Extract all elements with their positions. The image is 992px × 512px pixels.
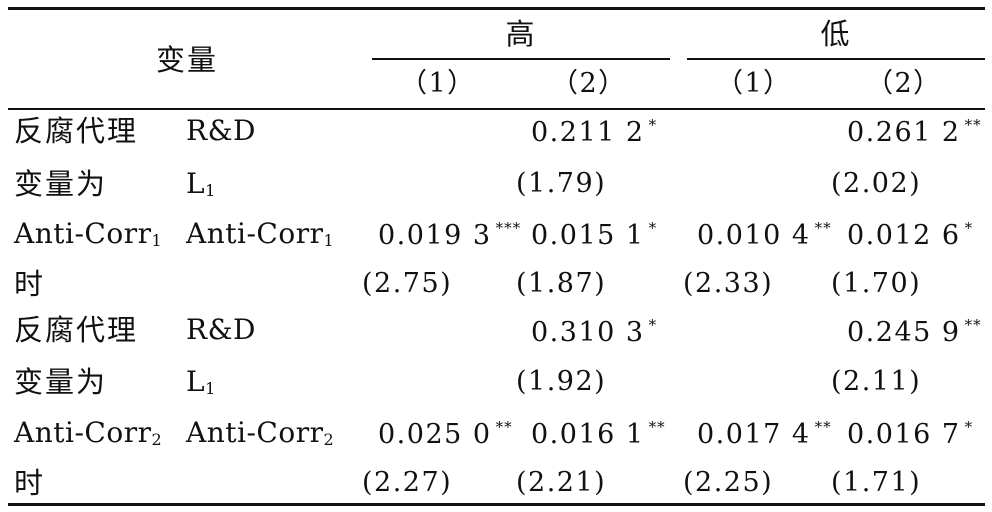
header-col-high-1: （1）: [400, 68, 476, 99]
panel2-rd-low2: 0.245 9 **: [847, 316, 982, 348]
panel1-rd-low2: 0.261 2 **: [847, 116, 982, 148]
top-rule: [8, 7, 985, 10]
panel2-rd-high2-t: (1.92): [516, 366, 607, 397]
header-col-low-2: （2）: [866, 68, 942, 99]
panel2-rd-high2: 0.310 3 *: [531, 316, 658, 348]
header-col-high-2: （2）: [551, 68, 627, 99]
panel1-ac-low2: 0.012 6 *: [847, 219, 974, 251]
panel1-label-line2: 变量为: [14, 167, 108, 201]
panel1-label-line1: 反腐代理: [14, 114, 139, 148]
panel2-ac-low2: 0.016 7 *: [847, 418, 974, 450]
panel1-ac-low1-t: (2.33): [683, 268, 774, 299]
panel2-label-line1: 反腐代理: [14, 313, 139, 347]
panel2-rd-low2-t: (2.11): [831, 366, 922, 397]
panel1-var-anticorr: Anti-Corr1: [186, 217, 334, 250]
panel2-ac-low1: 0.017 4 **: [697, 418, 832, 450]
panel1-rd-low2-t: (2.02): [831, 168, 922, 199]
header-variable: 变量: [156, 43, 219, 77]
panel2-var-rd: R&D: [186, 313, 256, 346]
panel2-var-l1: L1: [186, 365, 216, 398]
panel1-ac-high2-t: (1.87): [516, 268, 607, 299]
panel2-ac-high1-t: (2.27): [362, 467, 453, 498]
panel2-label-line4: 时: [14, 466, 46, 500]
panel2-ac-high2: 0.016 1 **: [531, 418, 666, 450]
panel1-label-line4: 时: [14, 267, 46, 301]
panel1-ac-high1-t: (2.75): [362, 268, 453, 299]
panel2-ac-low2-t: (1.71): [831, 467, 922, 498]
panel1-var-rd: R&D: [186, 114, 256, 147]
header-group-low: 低: [820, 17, 852, 51]
panel2-var-anticorr: Anti-Corr2: [186, 416, 334, 449]
high-group-underline: [372, 58, 670, 60]
header-rule: [8, 108, 985, 110]
panel1-ac-low2-t: (1.70): [831, 268, 922, 299]
low-group-underline: [687, 58, 985, 60]
panel2-ac-high2-t: (2.21): [516, 467, 607, 498]
panel2-ac-low1-t: (2.25): [683, 467, 774, 498]
header-group-high: 高: [505, 17, 537, 51]
panel1-rd-high2: 0.211 2 *: [531, 116, 658, 148]
panel2-ac-high1: 0.025 0 **: [378, 418, 513, 450]
panel1-rd-high2-t: (1.79): [516, 168, 607, 199]
header-col-low-1: （1）: [716, 68, 792, 99]
panel1-ac-high1: 0.019 3 ***: [378, 219, 522, 251]
panel1-ac-low1: 0.010 4 **: [697, 219, 832, 251]
panel2-label-line2: 变量为: [14, 365, 108, 399]
panel1-var-l1: L1: [186, 167, 216, 200]
bottom-rule: [8, 503, 985, 506]
panel1-label-line3: Anti-Corr1: [14, 217, 162, 250]
panel2-label-line3: Anti-Corr2: [14, 416, 162, 449]
panel1-ac-high2: 0.015 1 *: [531, 219, 658, 251]
